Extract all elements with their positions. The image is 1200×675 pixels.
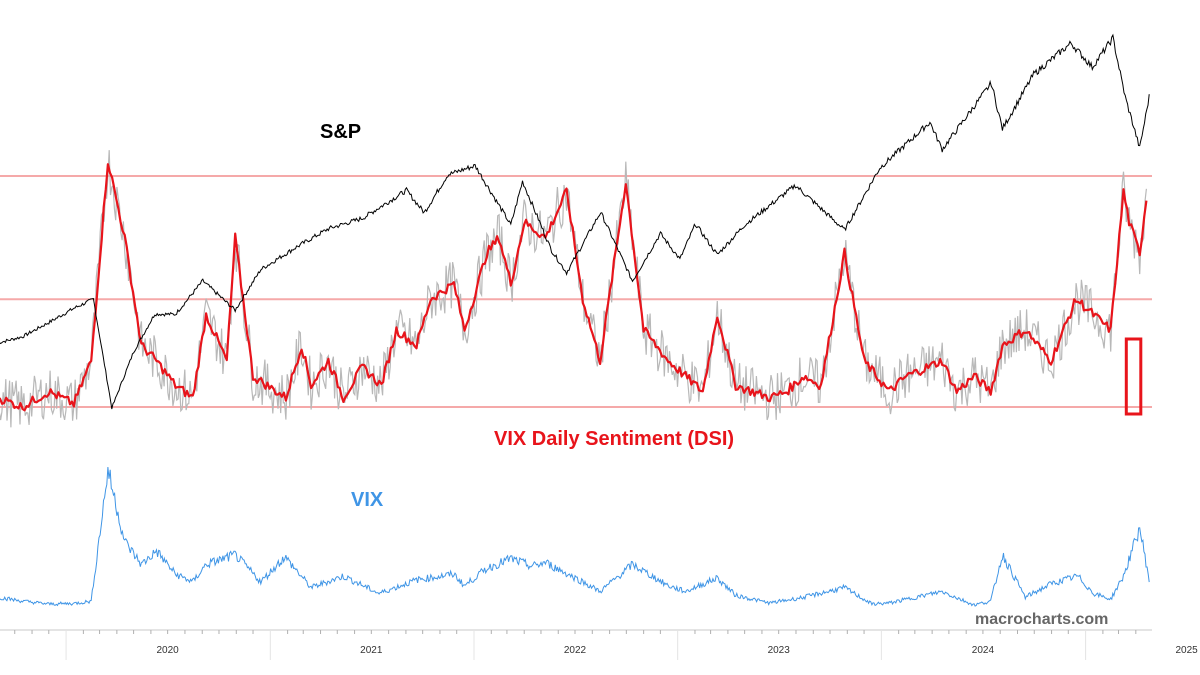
- x-axis-tick-label: 2024: [972, 645, 995, 656]
- x-axis-tick-label: 2025: [1175, 645, 1198, 656]
- sp-label: S&P: [320, 121, 361, 143]
- dsi-raw-series-line: [0, 150, 1147, 428]
- vix-label: VIX: [351, 489, 384, 511]
- dsi-highlight-box: [1124, 337, 1143, 416]
- dsi-label: VIX Daily Sentiment (DSI): [494, 428, 734, 450]
- watermark: macrocharts.com: [975, 611, 1108, 628]
- x-axis-tick-label: 2020: [156, 645, 179, 656]
- sp-series-line: [0, 33, 1150, 410]
- x-axis-tick-label: 2023: [768, 645, 791, 656]
- x-axis-tick-label: 2022: [564, 645, 587, 656]
- dsi-series-line: [0, 163, 1148, 412]
- x-axis-labels: 2020 2021 2022 2023 2024 2025: [156, 645, 1198, 656]
- x-axis-ticks: [14, 630, 1137, 660]
- vix-series-line: [0, 466, 1150, 607]
- x-axis-tick-label: 2021: [360, 645, 383, 656]
